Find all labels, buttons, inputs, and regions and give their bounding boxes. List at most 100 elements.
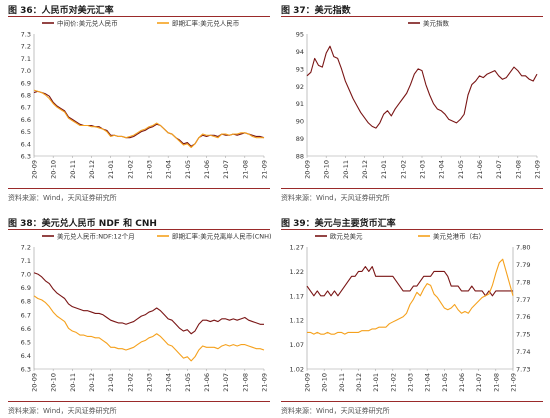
- y2-tick-label: 7.73: [516, 366, 530, 374]
- y-tick-label: 1.12: [290, 317, 304, 325]
- source-note: 资料来源：Wind，天风证券研究所: [8, 407, 117, 415]
- y-tick-label: 88: [296, 153, 304, 161]
- x-tick-label: 21-02: [399, 160, 407, 179]
- y-tick-label: 7.0: [21, 271, 31, 279]
- y2-tick-label: 7.76: [516, 313, 530, 321]
- y2-tick-label: 7.74: [516, 348, 530, 356]
- y-tick-label: 6.7: [21, 311, 31, 319]
- x-tick-label: 21-04: [424, 373, 432, 392]
- series-line-1: [33, 89, 264, 149]
- x-tick-label: 21-01: [380, 160, 388, 179]
- y-tick-label: 7.0: [21, 67, 31, 75]
- y-tick-label: 1.17: [290, 292, 304, 300]
- chart-major-currencies: 1.02 1.07 1.12 1.17 1.22 1.27 7.73 7.74 7.75 7.76…: [290, 231, 531, 392]
- y-tick-label: 95: [296, 31, 304, 39]
- legend-label: 中间价:美元兑人民币: [57, 18, 118, 27]
- x-tick-label: 20-12: [355, 373, 363, 392]
- x-tick-label: 21-05: [457, 160, 465, 179]
- source-rule: [281, 401, 543, 402]
- y-tick-label: 7.1: [21, 257, 31, 265]
- x-tick-label: 21-02: [126, 160, 134, 179]
- x-tick-label: 20-10: [323, 160, 331, 179]
- x-tick-label: 21-02: [389, 373, 397, 392]
- x-tick-label: 21-08: [514, 160, 522, 179]
- series-line-1: [33, 295, 265, 362]
- x-tick-label: 20-10: [321, 373, 329, 392]
- y2-tick-label: 7.79: [516, 261, 530, 269]
- x-tick-label: 21-06: [458, 373, 466, 392]
- y-tick-label: 92: [296, 83, 304, 91]
- chart-ndf-cnh: 6.3 6.4 6.5 6.6 6.7 6.8 6.9 7.0 7.1 7.2 20-09 20-10…: [21, 231, 272, 392]
- series-line-1: [307, 258, 514, 335]
- x-tick-label: 21-09: [261, 373, 269, 392]
- y-tick-label: 7.2: [21, 244, 31, 252]
- y2-tick-label: 7.80: [516, 244, 530, 252]
- x-tick-label: 21-01: [107, 373, 115, 392]
- y2-tick-label: 7.78: [516, 278, 530, 286]
- x-tick-label: 20-11: [338, 373, 346, 392]
- chart-title: 图 38：美元兑人民币 NDF 和 CNH: [8, 219, 157, 229]
- x-tick-label: 21-01: [107, 160, 115, 179]
- source-note: 资料来源：Wind，天风证券研究所: [281, 194, 390, 202]
- legend-label: 美元指数: [423, 18, 450, 27]
- y-tick-label: 6.4: [21, 352, 31, 360]
- series-line-0: [33, 272, 264, 335]
- x-tick-label: 21-04: [165, 373, 173, 392]
- source-note: 资料来源：Wind，天风证券研究所: [8, 194, 117, 202]
- y-tick-label: 6.6: [21, 116, 31, 124]
- y-tick-label: 6.6: [21, 325, 31, 333]
- x-tick-label: 21-03: [146, 373, 154, 392]
- y-tick-label: 94: [296, 48, 304, 56]
- chart-panel-dollar-index: 图 37：美元指数 88 89 90 91 92 93 94 95 20-09 20-10 20-1…: [281, 0, 543, 208]
- x-tick-label: 21-06: [203, 373, 211, 392]
- x-tick-label: 21-01: [372, 373, 380, 392]
- x-tick-label: 21-05: [184, 373, 192, 392]
- title-rule: [8, 229, 270, 230]
- x-tick-label: 20-12: [88, 160, 96, 179]
- x-tick-label: 20-09: [31, 373, 39, 392]
- legend-label: 欧元兑美元: [330, 231, 363, 240]
- source-note: 资料来源：Wind，天风证券研究所: [281, 407, 390, 415]
- y-tick-label: 1.02: [290, 366, 304, 374]
- y-tick-label: 90: [296, 118, 304, 126]
- y-tick-label: 1.27: [290, 244, 304, 252]
- y-tick-label: 1.22: [290, 268, 304, 276]
- x-tick-label: 21-09: [534, 160, 542, 179]
- legend-label: 美元兑港币（右）: [433, 231, 485, 240]
- source-rule: [281, 188, 543, 189]
- y-tick-label: 89: [296, 135, 304, 143]
- y2-tick-label: 7.77: [516, 296, 530, 304]
- y-tick-label: 6.8: [21, 298, 31, 306]
- legend-label: 即期汇率:美元兑离岸人民币(CNH): [172, 231, 272, 240]
- source-rule: [8, 188, 270, 189]
- chart-panel-major-currencies: 图 39：美元与主要货币汇率 1.02 1.07 1.12 1.17 1.22 1.27 7…: [281, 213, 543, 418]
- chart-title: 图 39：美元与主要货币汇率: [281, 219, 396, 229]
- y-tick-label: 7.3: [21, 31, 31, 39]
- series-line-0: [306, 265, 513, 297]
- y-tick-label: 6.8: [21, 92, 31, 100]
- x-tick-label: 21-04: [438, 160, 446, 179]
- x-tick-label: 20-11: [342, 160, 350, 179]
- y-tick-label: 6.7: [21, 104, 31, 112]
- x-tick-label: 21-08: [241, 160, 249, 179]
- x-tick-label: 20-09: [304, 160, 312, 179]
- x-tick-label: 20-09: [31, 160, 39, 179]
- x-tick-label: 21-05: [184, 160, 192, 179]
- series-line-0: [306, 45, 538, 129]
- x-tick-label: 21-07: [475, 373, 483, 392]
- x-tick-label: 21-08: [492, 373, 500, 392]
- x-tick-label: 21-03: [419, 160, 427, 179]
- x-tick-label: 21-03: [146, 160, 154, 179]
- x-tick-label: 21-06: [476, 160, 484, 179]
- x-tick-label: 21-07: [222, 373, 230, 392]
- x-tick-label: 21-07: [495, 160, 503, 179]
- y-tick-label: 93: [296, 65, 304, 73]
- y-tick-label: 6.5: [21, 338, 31, 346]
- x-tick-label: 21-07: [222, 160, 230, 179]
- x-tick-label: 20-09: [304, 373, 312, 392]
- y-tick-label: 6.9: [21, 284, 31, 292]
- x-tick-label: 20-10: [50, 373, 58, 392]
- x-tick-label: 20-11: [69, 373, 77, 392]
- y-tick-label: 7.2: [21, 43, 31, 51]
- y-tick-label: 6.3: [21, 153, 31, 161]
